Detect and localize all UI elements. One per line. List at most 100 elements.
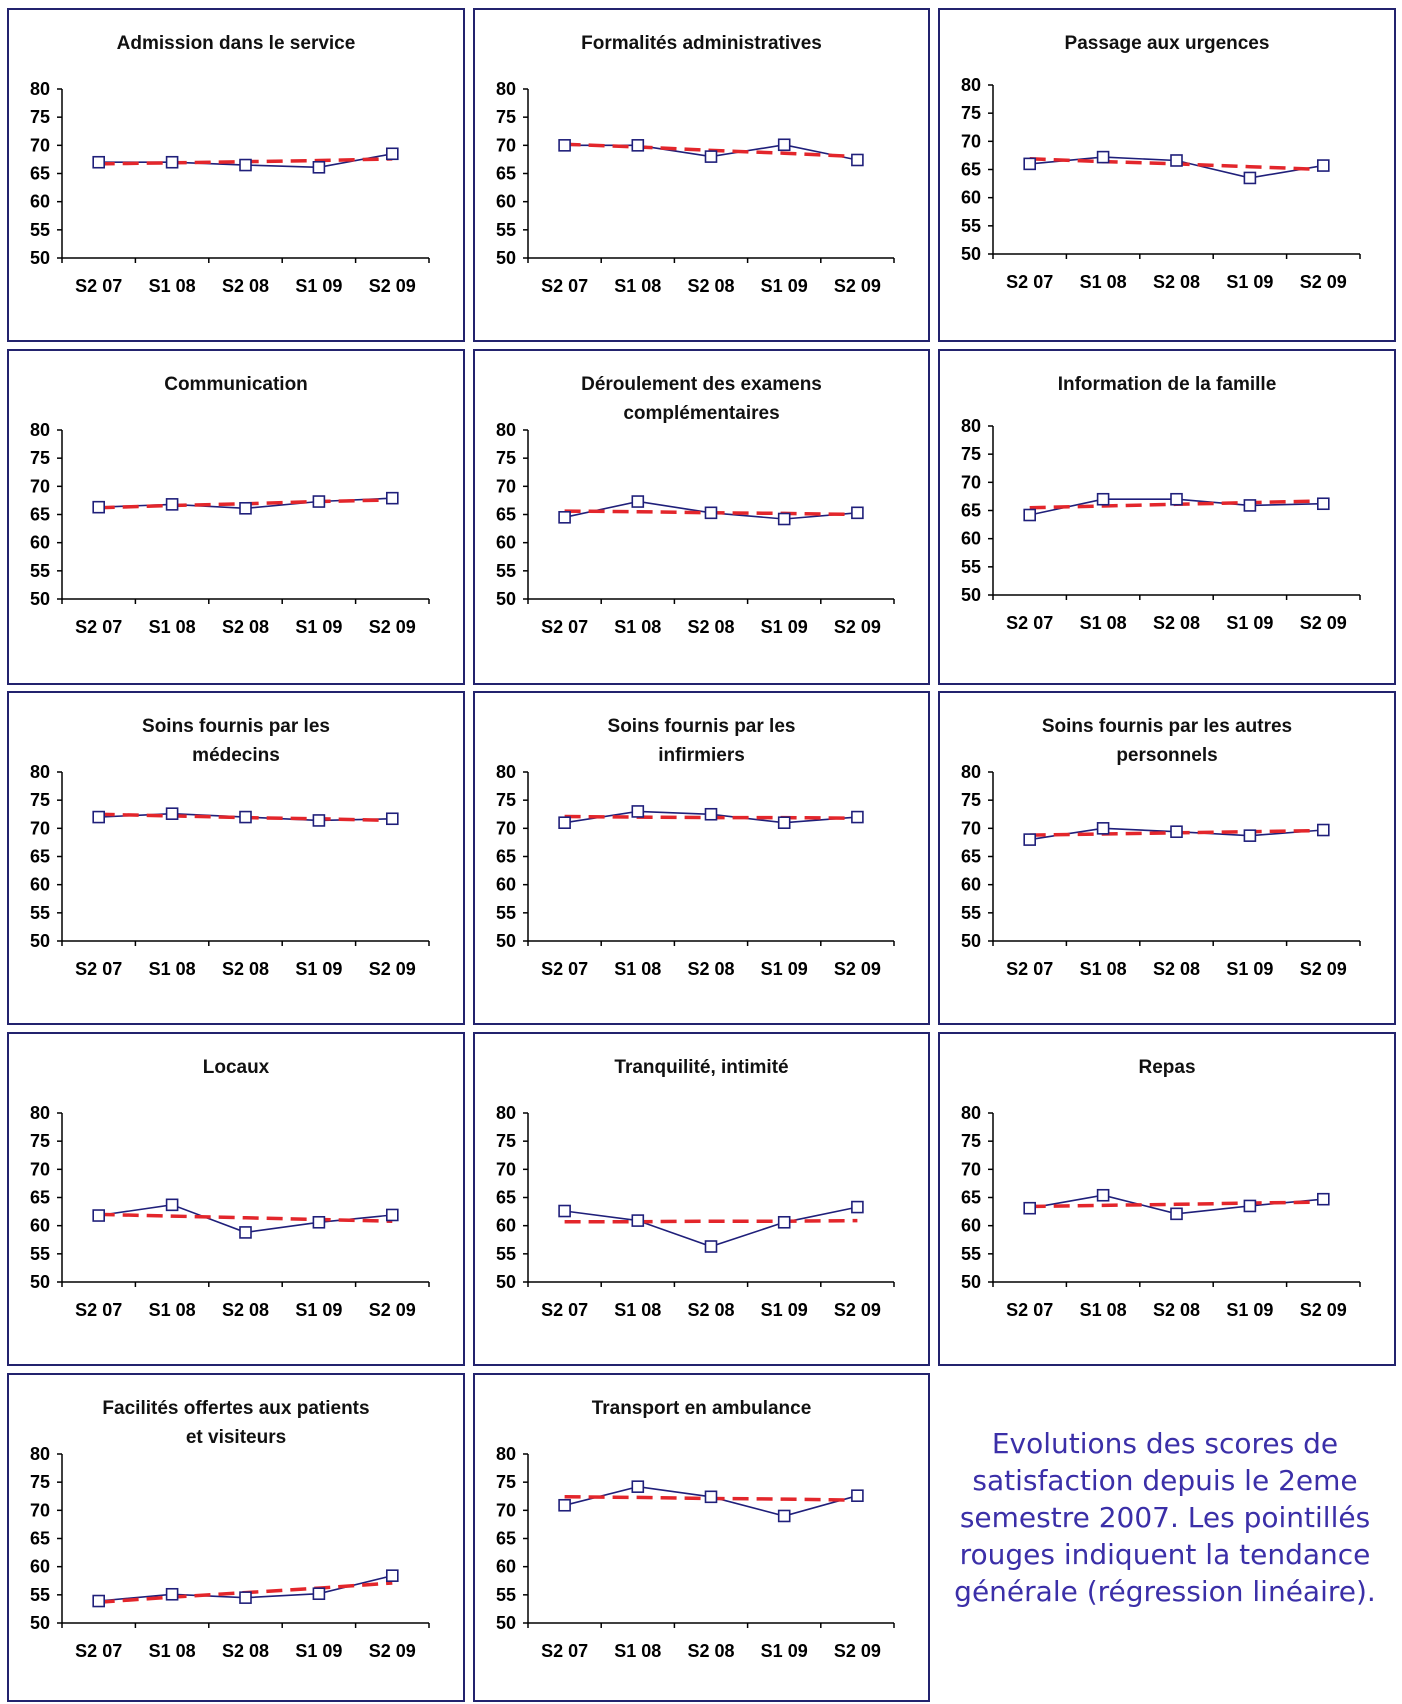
y-tick-label: 60 [496, 875, 516, 895]
data-point [1316, 497, 1330, 511]
data-point [558, 139, 571, 152]
data-point [312, 1215, 326, 1229]
y-tick-label: 55 [961, 216, 981, 236]
data-point [631, 1480, 645, 1493]
data-point [1243, 829, 1257, 842]
trend-line [1029, 1200, 1324, 1209]
data-point [558, 816, 571, 829]
data-point [239, 810, 252, 824]
y-tick-label: 75 [496, 107, 516, 127]
data-point [558, 1204, 571, 1218]
x-tick-label: S1 09 [295, 276, 342, 296]
y-tick-label: 50 [496, 589, 516, 609]
y-tick-label: 80 [30, 420, 50, 440]
line-chart: Déroulement des examens complémentaires 50… [496, 374, 895, 637]
data-point [312, 495, 326, 508]
x-tick-label: S2 08 [1153, 613, 1200, 633]
data-point [92, 500, 105, 514]
y-tick-label: 60 [30, 875, 50, 895]
data-point [1096, 150, 1110, 164]
chart-title: Information de la famille [1058, 374, 1277, 395]
y-tick-label: 50 [496, 1272, 516, 1292]
y-tick-label: 60 [30, 1216, 50, 1236]
data-point [165, 498, 179, 511]
x-tick-label: S1 09 [761, 1641, 808, 1661]
y-tick-label: 65 [30, 505, 50, 525]
data-point [385, 1208, 399, 1222]
y-tick-label: 55 [961, 1244, 981, 1264]
chart-title: Transport en ambulance [592, 1398, 812, 1419]
line-chart: Formalités administratives 50 55 60 65 70 75 80… [496, 33, 895, 296]
chart-title: Formalités administratives [581, 33, 822, 54]
chart-title: Soins fournis par les autres [1042, 716, 1292, 737]
y-tick-label: 55 [961, 557, 981, 577]
data-point [631, 495, 645, 508]
x-tick-label: S1 09 [761, 1300, 808, 1320]
chart-panel-13: Facilités offertes aux patients et visite… [7, 1373, 465, 1702]
data-point [851, 1200, 864, 1214]
y-tick-label: 60 [30, 192, 50, 212]
y-tick-label: 75 [961, 790, 981, 810]
data-point [312, 161, 326, 174]
y-tick-label: 75 [30, 1472, 50, 1492]
chart-title: Passage aux urgences [1065, 33, 1270, 54]
y-tick-label: 75 [961, 1131, 981, 1151]
data-point [558, 511, 571, 524]
x-tick-label: S1 08 [149, 1641, 196, 1661]
data-point [1023, 833, 1036, 846]
y-tick-label: 70 [496, 818, 516, 838]
data-point [777, 138, 791, 152]
x-tick-label: S2 07 [1006, 1300, 1053, 1320]
y-tick-label: 75 [496, 448, 516, 468]
x-tick-label: S1 09 [761, 959, 808, 979]
y-tick-label: 55 [496, 220, 516, 240]
chart-panel-3: Passage aux urgences 50 55 60 65 70 75 80 S2 07 S… [938, 8, 1396, 342]
data-point [1170, 825, 1183, 839]
y-tick-label: 55 [30, 903, 50, 923]
figure-caption: Evolutions des scores de satisfaction de… [954, 1427, 1376, 1608]
y-tick-label: 70 [496, 1159, 516, 1179]
x-tick-label: S1 09 [295, 617, 342, 637]
y-tick-label: 80 [496, 1444, 516, 1464]
y-tick-label: 70 [496, 1500, 516, 1520]
y-tick-label: 80 [496, 79, 516, 99]
y-tick-label: 75 [496, 1131, 516, 1151]
x-tick-label: S2 07 [541, 1641, 588, 1661]
y-tick-label: 60 [496, 1216, 516, 1236]
x-tick-label: S2 07 [75, 1300, 122, 1320]
y-tick-label: 75 [30, 1131, 50, 1151]
x-tick-label: S2 09 [834, 617, 881, 637]
chart-title: Admission dans le service [117, 33, 356, 54]
data-point [385, 147, 399, 161]
y-tick-label: 50 [30, 1272, 50, 1292]
y-tick-label: 60 [30, 1557, 50, 1577]
x-tick-label: S1 09 [1226, 959, 1273, 979]
x-tick-label: S1 08 [1080, 1300, 1127, 1320]
y-tick-label: 70 [30, 476, 50, 496]
data-point [1096, 1188, 1110, 1202]
y-tick-label: 70 [30, 818, 50, 838]
y-tick-label: 80 [30, 1444, 50, 1464]
data-point [92, 1209, 105, 1222]
x-tick-label: S2 07 [541, 1300, 588, 1320]
y-tick-label: 65 [961, 847, 981, 867]
data-point [1316, 1192, 1330, 1206]
y-tick-label: 70 [30, 1159, 50, 1179]
x-tick-label: S2 08 [687, 1300, 734, 1320]
x-tick-label: S1 09 [295, 1641, 342, 1661]
x-tick-label: S2 09 [1300, 959, 1347, 979]
x-tick-label: S2 09 [369, 959, 416, 979]
y-tick-label: 70 [961, 818, 981, 838]
data-point [1023, 157, 1036, 171]
data-point [92, 1594, 105, 1608]
x-tick-label: S2 07 [541, 959, 588, 979]
x-tick-label: S1 08 [149, 617, 196, 637]
y-tick-label: 80 [961, 1103, 981, 1123]
x-tick-label: S1 08 [614, 617, 661, 637]
x-tick-label: S2 08 [1153, 959, 1200, 979]
chart-title: Repas [1138, 1057, 1195, 1078]
chart-title: infirmiers [658, 745, 745, 766]
y-tick-label: 75 [961, 103, 981, 123]
data-point [1023, 1201, 1036, 1215]
chart-panel-12: Repas 50 55 60 65 70 75 80 S2 07 S1 08 S2 08 S1 09 S… [938, 1032, 1396, 1366]
